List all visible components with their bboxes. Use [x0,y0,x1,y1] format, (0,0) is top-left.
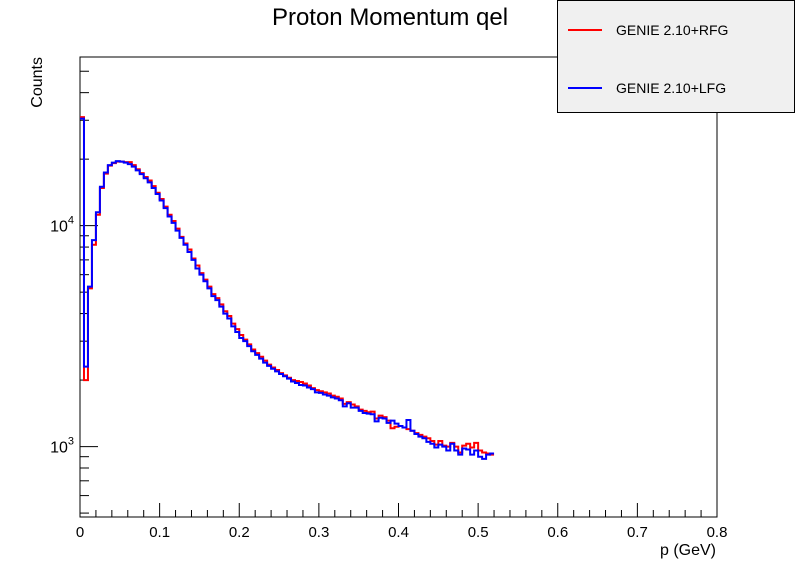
x-axis-label: p (GeV) [660,542,716,559]
plot-frame [79,56,718,518]
x-tick-label: 0.3 [308,524,329,541]
series-group [80,116,495,460]
x-tick-label: 0.6 [547,524,568,541]
x-tick-label: 0.7 [627,524,648,541]
x-tick-label: 0.8 [707,524,728,541]
legend-entry-rfg: GENIE 2.10+RFG [568,20,728,40]
y-axis-label: Counts [29,57,46,108]
x-tick-label: 0.4 [388,524,409,541]
x-tick-label: 0.2 [229,524,250,541]
legend-label-lfg: GENIE 2.10+LFG [616,80,727,96]
y-tick-label: 103 [50,436,74,457]
x-tick-label: 0.5 [468,524,489,541]
y-tick-label: 104 [50,215,74,236]
legend-swatch-lfg [568,87,602,89]
legend-swatch-rfg [568,29,602,31]
legend: GENIE 2.10+RFG GENIE 2.10+LFG [557,0,795,113]
chart-title: Proton Momentum qel [271,4,509,31]
legend-entry-lfg: GENIE 2.10+LFG [568,78,726,98]
x-tick-label: 0.1 [149,524,170,541]
legend-label-rfg: GENIE 2.10+RFG [616,22,729,38]
series-line-lfg [80,117,495,460]
x-tick-label: 0 [76,524,84,541]
